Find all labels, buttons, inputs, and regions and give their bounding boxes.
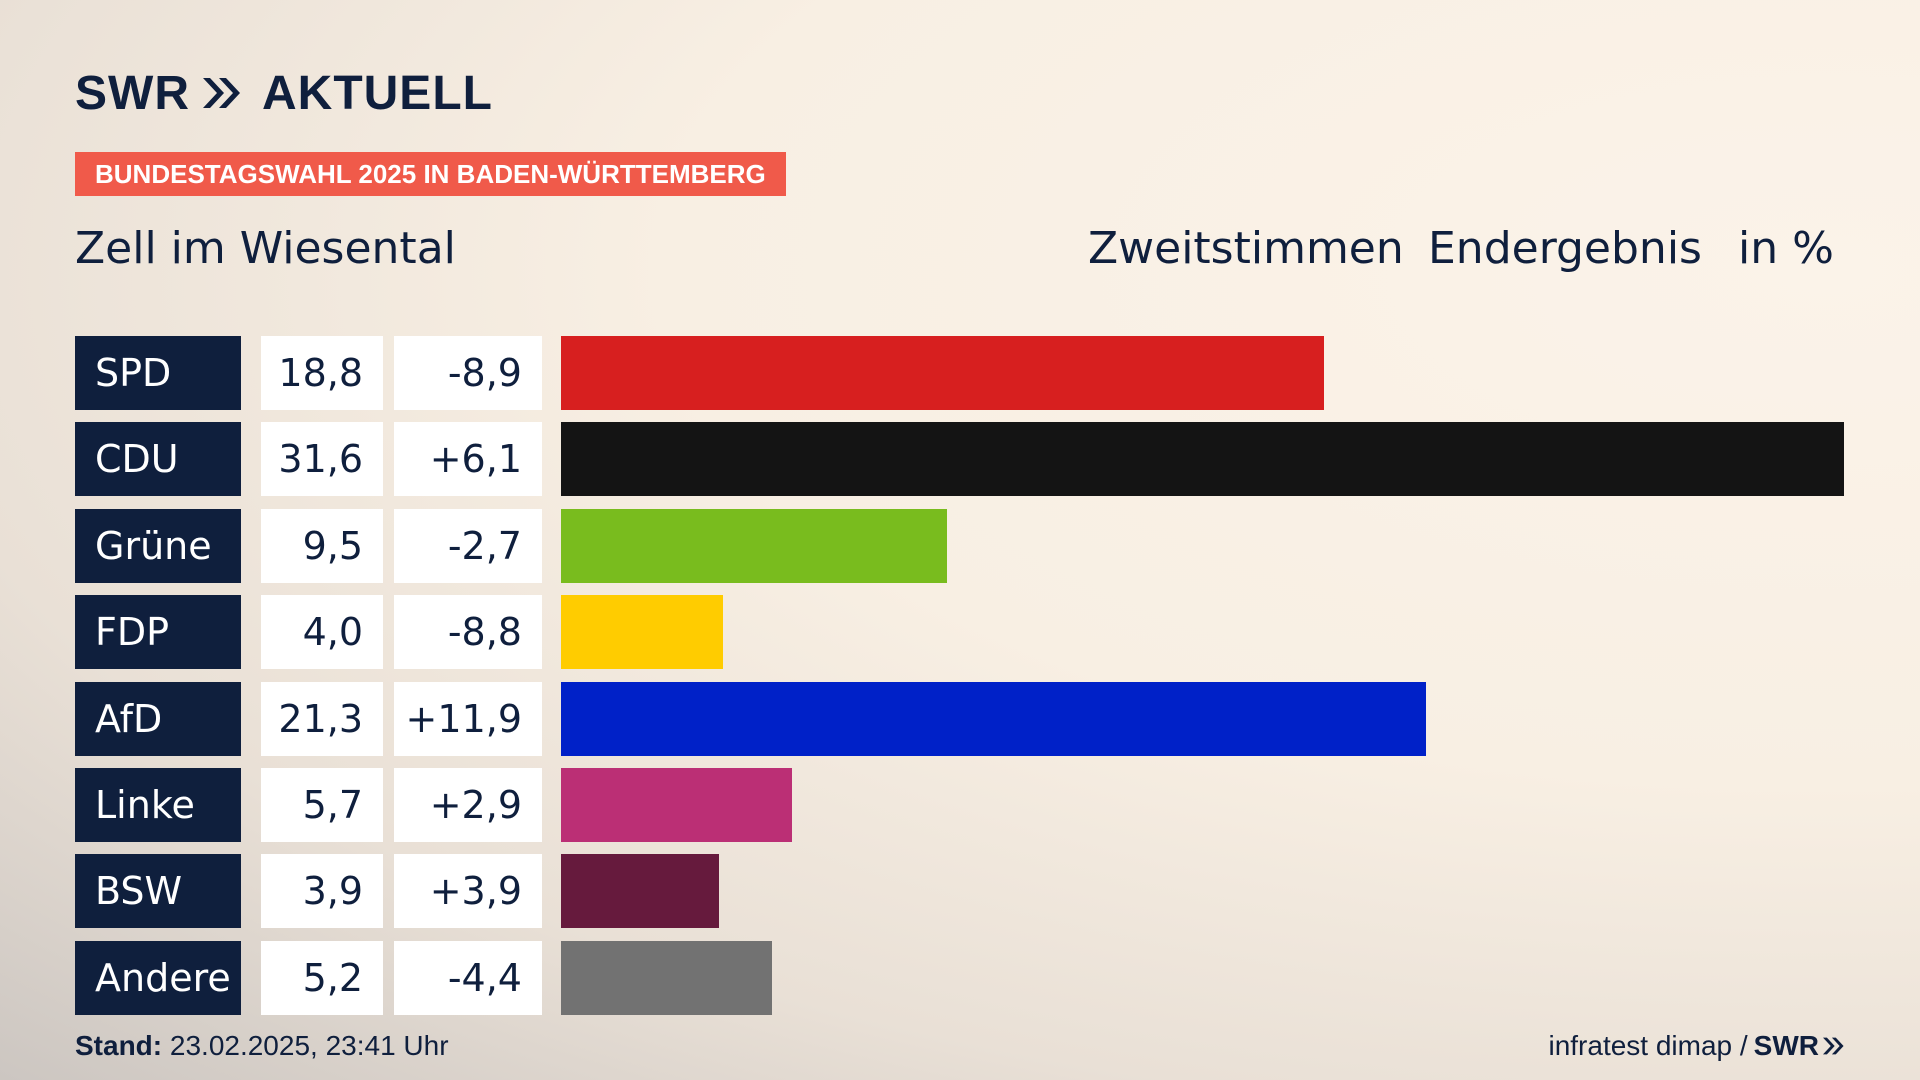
party-label: BSW — [75, 854, 241, 929]
diff-label: -2,7 — [394, 508, 542, 583]
party-label: FDP — [75, 595, 241, 670]
diff-label: -8,9 — [394, 336, 542, 410]
result-bar — [561, 336, 1325, 410]
diff-label: -8,8 — [394, 595, 542, 670]
result-bar — [561, 508, 947, 583]
result-bar — [561, 422, 1844, 497]
source-text: infratest dimap / — [1548, 1030, 1748, 1061]
footer-source: infratest dimap / SWR — [1548, 1030, 1845, 1062]
column-header-unit: in % — [1738, 222, 1834, 274]
party-label: Linke — [75, 768, 241, 842]
result-bar — [561, 681, 1426, 756]
stand-value: 23.02.2025, 23:41 Uhr — [169, 1030, 449, 1061]
region-title: Zell im Wiesental — [75, 222, 456, 274]
double-chevron-icon — [200, 75, 242, 111]
party-label: AfD — [75, 681, 241, 756]
footer-brand: SWR — [1754, 1030, 1845, 1062]
party-label: CDU — [75, 422, 241, 497]
party-label: Andere — [75, 940, 241, 1015]
logo-swr-text: SWR — [75, 66, 190, 120]
result-bar — [561, 940, 773, 1015]
diff-label: +6,1 — [394, 422, 542, 497]
column-header-zweitstimmen: Zweitstimmen — [1088, 222, 1404, 274]
value-label: 5,2 — [261, 940, 383, 1015]
value-label: 9,5 — [261, 508, 383, 583]
diff-label: +2,9 — [394, 768, 542, 842]
diff-label: +3,9 — [394, 854, 542, 929]
diff-label: +11,9 — [394, 681, 542, 756]
footer-chevron-icon — [1823, 1037, 1844, 1055]
result-bar — [561, 595, 724, 670]
logo-aktuell-text: AKTUELL — [261, 66, 493, 120]
value-label: 18,8 — [261, 336, 383, 410]
footer-brand-text: SWR — [1753, 1030, 1819, 1061]
party-label: SPD — [75, 336, 241, 410]
diff-label: -4,4 — [394, 940, 542, 1015]
result-bar — [561, 854, 720, 929]
value-label: 21,3 — [261, 681, 383, 756]
value-label: 5,7 — [261, 768, 383, 842]
footer-timestamp: Stand: 23.02.2025, 23:41 Uhr — [75, 1030, 449, 1062]
result-bar — [561, 768, 793, 842]
column-header-endergebnis: Endergebnis — [1428, 222, 1702, 274]
swr-aktuell-logo: SWR AKTUELL — [75, 66, 493, 120]
value-label: 31,6 — [261, 422, 383, 497]
election-tag: BUNDESTAGSWAHL 2025 IN BADEN-WÜRTTEMBERG — [75, 152, 786, 196]
value-label: 4,0 — [261, 595, 383, 670]
party-label: Grüne — [75, 508, 241, 583]
value-label: 3,9 — [261, 854, 383, 929]
stand-label: Stand: — [75, 1030, 163, 1061]
